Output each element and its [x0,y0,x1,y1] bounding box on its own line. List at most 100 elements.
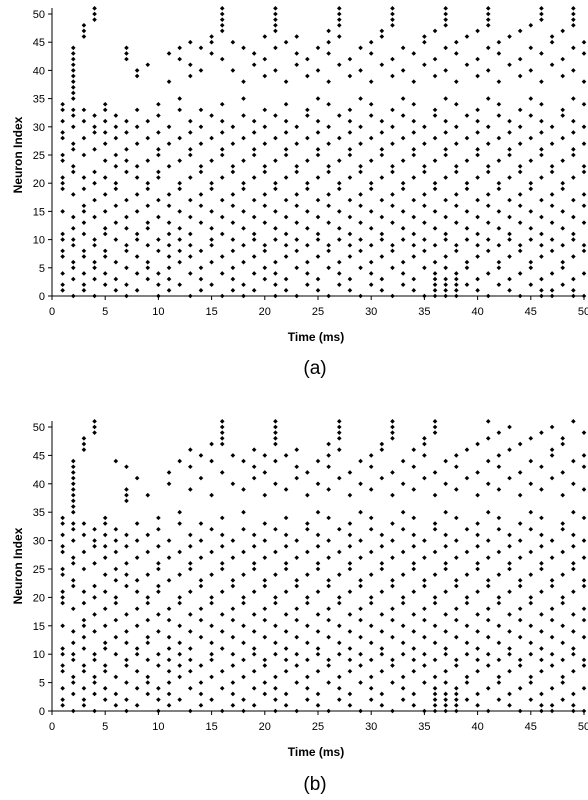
spike-point [273,600,278,606]
spike-point [485,509,491,515]
spike-point [464,447,470,453]
spike-point [432,424,438,430]
spike-point [219,130,225,135]
spike-point [390,521,395,526]
spike-point [198,141,204,147]
spike-point [507,147,512,152]
spike-point [390,657,395,663]
spike-point [358,663,363,668]
spike-point [517,538,523,543]
spike-point [326,79,331,84]
spike-point [475,130,480,135]
x-tick-label: 0 [49,306,55,318]
spike-point [283,612,289,617]
spike-point [60,600,65,606]
spike-point [358,509,363,515]
spike-point [400,180,406,186]
spike-point [485,481,491,487]
spike-point [145,118,151,124]
spike-point [241,600,246,606]
spike-point [262,555,268,560]
spike-point [581,220,587,225]
spike-point [571,646,576,651]
spike-point [145,492,151,498]
spike-point [517,124,523,130]
spike-point [560,226,566,231]
spike-point [507,197,512,203]
spike-point [475,668,480,674]
spike-point [198,203,204,209]
spike-point [134,231,140,237]
spike-point [539,231,544,237]
spike-point [305,73,310,79]
spike-point [273,651,278,657]
spike-point [283,118,289,124]
spike-point [102,646,108,651]
spike-point [70,214,76,220]
spike-point [432,276,438,282]
spike-point [496,39,502,45]
spike-point [581,685,587,691]
spike-point [177,458,182,464]
spike-point [70,293,76,299]
spike-point [475,470,480,475]
spike-point [315,651,321,657]
spike-point [517,169,523,175]
spike-point [528,481,534,487]
spike-point [358,708,363,714]
spike-series [60,419,587,714]
spike-point [400,674,406,680]
spike-point [539,515,544,521]
spike-point [517,192,523,197]
spike-point [262,203,268,209]
spike-point [102,282,108,288]
spike-point [507,668,512,674]
x-axis-title: Time (ms) [288,330,344,344]
spike-point [273,708,278,714]
spike-point [209,441,214,447]
spike-point [443,532,448,538]
spike-point [283,589,289,595]
spike-point [411,566,417,572]
spike-point [166,646,172,651]
spike-point [60,209,65,214]
spike-point [581,169,587,175]
spike-point [422,651,427,657]
spike-point [219,419,225,424]
spike-point [581,453,587,458]
spike-point [145,186,151,192]
spike-point [92,265,97,271]
x-tick-label: 45 [525,306,537,318]
spike-point [432,708,438,714]
spike-point [496,158,502,163]
spike-point [496,226,502,231]
spike-point [432,419,438,424]
spike-point [60,231,65,237]
spike-point [81,288,87,293]
spike-point [230,192,236,197]
spike-point [560,640,566,646]
y-axis-title: Neuron Index [11,116,25,193]
spike-point [70,51,76,56]
spike-point [124,543,129,549]
spike-point [485,17,491,22]
spike-point [166,163,172,169]
spike-point [454,169,459,175]
spike-point [102,209,108,214]
spike-point [485,96,491,101]
spike-point [219,589,225,595]
spike-point [496,487,502,492]
spike-point [507,175,512,180]
spike-point [177,651,182,657]
spike-point [209,34,214,39]
spike-point [81,703,87,708]
spike-point [549,617,555,623]
spike-point [262,220,268,225]
spike-point [81,107,87,113]
spike-point [219,214,225,220]
spike-point [443,561,448,566]
spike-point [315,509,321,515]
spike-point [70,79,76,84]
spike-point [400,226,406,231]
spike-point [379,130,385,135]
